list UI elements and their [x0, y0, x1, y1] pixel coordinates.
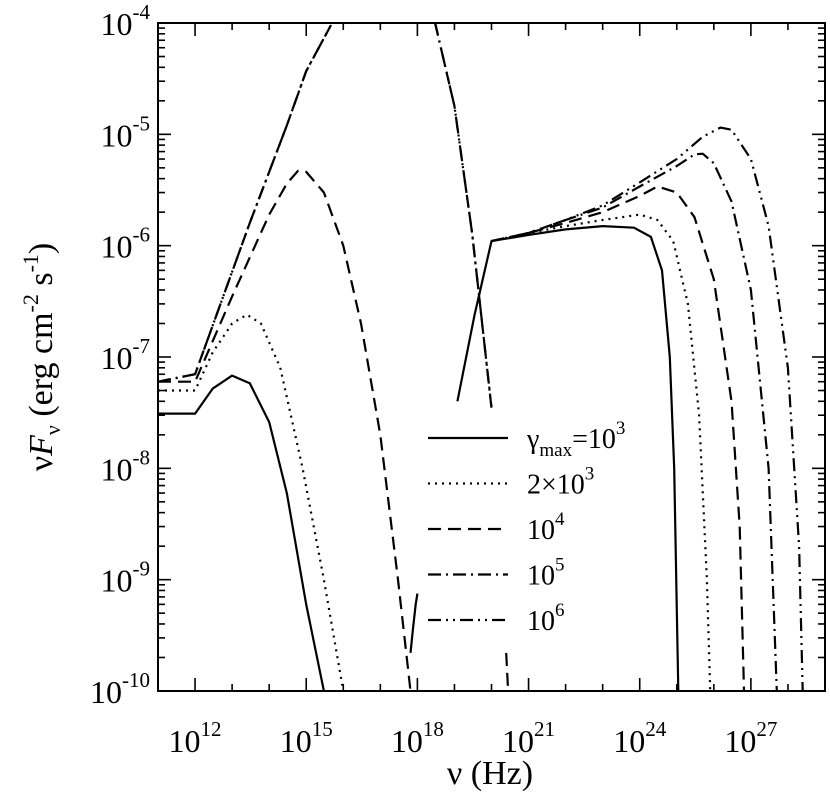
series-4-line-2: [491, 126, 804, 691]
series-layer: [158, 23, 804, 691]
y-tick-label: 10-9: [101, 557, 151, 599]
legend-label: γmax=103: [526, 418, 625, 461]
x-tick-label: 1027: [724, 717, 777, 759]
y-tick-label: 10-6: [101, 223, 151, 265]
x-tick-label: 1012: [169, 717, 222, 759]
y-tick-label: 10-8: [101, 445, 151, 487]
ticks-layer: [157, 22, 826, 692]
y-tick-label: 10-10: [90, 668, 150, 710]
series-2-line-1: [491, 185, 746, 691]
legend-label: 2×103: [527, 464, 594, 501]
x-tick-label: 1015: [280, 717, 333, 759]
series-3-line-2: [491, 152, 778, 691]
y-tick-label: 10-7: [101, 334, 151, 376]
y-axis-label: νFν (erg cm-2 s-1): [18, 243, 65, 472]
x-tick-label: 1018: [391, 717, 444, 759]
series-1-line-1: [491, 213, 712, 691]
x-tick-label: 1024: [613, 717, 667, 759]
x-axis-label: ν (Hz): [447, 755, 533, 792]
legend-label: 106: [527, 600, 565, 637]
legend-label: 105: [527, 555, 565, 592]
series-4-line-0: [158, 23, 334, 383]
y-tick-label: 10-5: [101, 111, 151, 153]
series-0-line-1: [456, 225, 680, 691]
series-6-line-0: [505, 652, 510, 691]
series-2-line-0: [158, 169, 412, 691]
legend-label: 104: [527, 509, 565, 546]
y-tick-label: 10-4: [101, 0, 151, 42]
tick-labels-layer: 1012 1015 1018 1021 1024 1027 10-10 10-9 10-8 10-…: [90, 0, 777, 759]
series-5-line-0: [409, 593, 419, 654]
series-4-line-1: [434, 23, 493, 408]
series-0-line-0: [158, 374, 325, 691]
series-3-line-1: [434, 23, 493, 408]
x-tick-label: 1021: [502, 717, 555, 759]
